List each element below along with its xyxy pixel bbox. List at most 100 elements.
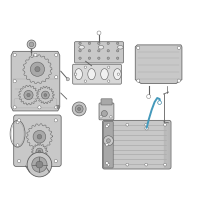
Circle shape [79, 57, 81, 59]
Circle shape [38, 150, 41, 153]
Circle shape [32, 157, 47, 172]
Circle shape [13, 106, 16, 109]
Circle shape [27, 40, 36, 49]
Circle shape [117, 73, 120, 75]
Circle shape [107, 123, 110, 126]
Circle shape [55, 53, 58, 57]
Ellipse shape [114, 69, 121, 80]
Circle shape [33, 130, 46, 143]
Circle shape [116, 42, 119, 44]
Circle shape [147, 95, 151, 99]
Circle shape [36, 161, 43, 168]
Circle shape [98, 42, 100, 44]
Circle shape [126, 123, 129, 126]
FancyBboxPatch shape [102, 120, 171, 169]
Circle shape [55, 76, 58, 79]
Circle shape [145, 123, 148, 126]
Circle shape [27, 93, 30, 97]
FancyBboxPatch shape [101, 99, 112, 105]
Circle shape [54, 159, 57, 163]
Ellipse shape [98, 45, 104, 49]
Circle shape [177, 46, 181, 49]
Ellipse shape [79, 45, 84, 49]
Circle shape [106, 139, 110, 143]
Circle shape [16, 121, 19, 124]
Circle shape [107, 42, 109, 44]
FancyBboxPatch shape [74, 42, 124, 63]
Circle shape [110, 116, 112, 118]
Circle shape [137, 79, 140, 82]
Circle shape [24, 90, 33, 100]
Polygon shape [135, 45, 182, 84]
Circle shape [57, 106, 59, 108]
Circle shape [34, 53, 37, 57]
Circle shape [107, 66, 110, 68]
Circle shape [88, 42, 91, 44]
Circle shape [103, 136, 113, 146]
Circle shape [72, 102, 86, 116]
Circle shape [158, 101, 161, 104]
Circle shape [17, 119, 21, 122]
Circle shape [107, 57, 109, 59]
Circle shape [145, 163, 148, 166]
Circle shape [107, 163, 110, 166]
Polygon shape [23, 55, 52, 84]
Circle shape [75, 105, 83, 113]
Circle shape [35, 67, 40, 72]
Circle shape [98, 57, 100, 59]
Polygon shape [31, 144, 47, 160]
Circle shape [13, 53, 16, 57]
Polygon shape [37, 86, 54, 104]
Circle shape [30, 62, 45, 76]
Circle shape [97, 31, 101, 35]
FancyBboxPatch shape [73, 64, 121, 84]
Circle shape [105, 143, 108, 146]
Circle shape [116, 57, 119, 59]
Ellipse shape [75, 69, 82, 80]
Circle shape [100, 116, 102, 118]
Circle shape [27, 152, 52, 177]
Circle shape [105, 125, 108, 128]
Circle shape [78, 107, 81, 111]
Circle shape [107, 50, 109, 52]
Circle shape [158, 101, 161, 104]
Circle shape [38, 106, 41, 109]
Circle shape [37, 134, 42, 139]
Circle shape [13, 80, 16, 83]
Circle shape [98, 50, 100, 52]
Circle shape [44, 94, 47, 96]
FancyBboxPatch shape [99, 103, 114, 120]
Circle shape [79, 42, 81, 44]
Polygon shape [19, 85, 38, 105]
Circle shape [84, 80, 87, 82]
Ellipse shape [101, 69, 108, 80]
Polygon shape [11, 51, 60, 111]
Circle shape [164, 163, 166, 166]
Circle shape [164, 123, 166, 126]
Circle shape [16, 144, 19, 147]
Circle shape [116, 50, 119, 52]
Circle shape [36, 148, 43, 155]
Circle shape [105, 162, 108, 164]
Polygon shape [66, 77, 69, 81]
Polygon shape [56, 105, 60, 109]
Circle shape [126, 163, 129, 166]
Circle shape [79, 50, 81, 52]
Circle shape [137, 46, 140, 49]
Ellipse shape [88, 69, 95, 80]
Circle shape [74, 73, 77, 75]
Circle shape [88, 50, 91, 52]
Circle shape [88, 57, 91, 59]
Ellipse shape [118, 45, 123, 49]
Circle shape [84, 66, 87, 68]
Polygon shape [26, 124, 53, 150]
Circle shape [177, 79, 181, 82]
Circle shape [107, 80, 110, 82]
Circle shape [29, 42, 34, 47]
Circle shape [145, 126, 148, 130]
Circle shape [101, 111, 107, 116]
Circle shape [17, 159, 21, 163]
Circle shape [54, 119, 57, 122]
Circle shape [41, 91, 49, 99]
FancyBboxPatch shape [103, 121, 113, 168]
